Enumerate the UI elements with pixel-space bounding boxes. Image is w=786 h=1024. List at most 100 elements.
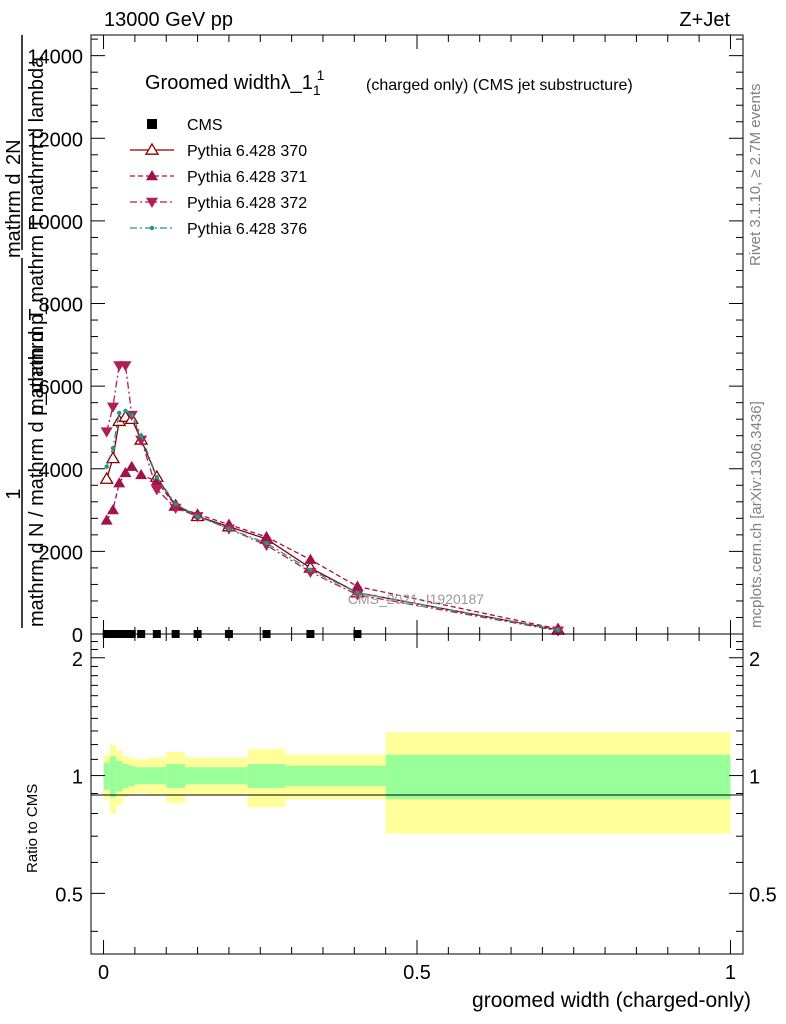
ratio-panel: 0.5 0.5 1 1 2 2 0 0.5 1 Ratio to CMS groomed wid… [24,633,777,1012]
main-title-sub: 1 [313,82,321,98]
data-marker [106,402,119,413]
data-marker [169,503,182,515]
series-line [106,364,559,632]
ratio-inner-band [128,765,135,787]
ratio-inner-band [103,762,110,790]
data-marker [105,451,121,464]
ratio-y-tick-label-right: 1 [749,767,760,789]
y-label-num-bottom: 2N [3,139,25,165]
data-marker [308,567,313,573]
main-subtitle: (charged only) (CMS jet substructure) [366,77,633,94]
y-tick-label: 2000 [39,542,84,564]
y-label-den: mathrm d p_mathrm T mathrm d lambda [26,56,48,415]
data-marker [99,471,114,484]
ratio-inner-band [247,764,286,788]
data-marker [173,501,178,507]
main-title: Groomed widthλ_111 [145,67,325,98]
data-marker [264,540,269,546]
legend: CMS Pythia 6.428 370 Pythia 6.428 371 Pythi… [130,117,307,238]
ratio-bands [103,732,731,834]
y-tick-label: 4000 [39,460,84,482]
data-marker [135,468,148,480]
main-panel: 0 2000 4000 6000 8000 10000 12000 14000 Groomed… [3,34,744,647]
y-tick-label: 8000 [39,295,84,317]
legend-label: Pythia 6.428 371 [187,169,307,186]
data-marker [304,567,317,579]
data-marker [260,530,273,542]
ratio-inner-band [385,754,731,800]
data-marker [149,225,155,231]
ratio-inner-band [116,760,123,792]
x-tick-label: 1 [725,962,736,984]
ratio-y-tick-label: 0.5 [55,884,83,906]
ratio-inner-band [134,767,148,785]
y-tick-label: 0 [72,625,83,647]
legend-label: Pythia 6.428 376 [187,221,307,238]
series-line [106,410,559,631]
x-tick-label: 0.5 [403,962,431,984]
data-marker [119,361,132,372]
data-marker [555,627,561,633]
ratio-y-axis-label: Ratio to CMS [24,784,41,873]
main-y-ticks: 0 2000 4000 6000 8000 10000 12000 14000 [27,35,743,647]
main-title-text: Groomed widthλ_1 [145,72,313,94]
main-title-sup: 1 [317,67,325,83]
data-marker [195,514,200,519]
data-marker [351,580,364,591]
ratio-inner-band [285,765,336,787]
data-marker [113,477,126,488]
data-marker [100,427,113,438]
data-marker [150,485,163,496]
y-tick-label: 6000 [39,377,84,399]
data-marker [355,590,360,595]
series-line [106,465,559,630]
x-axis-label: groomed width (charged-only) [472,989,751,1012]
mcplots-label: mcplots.cern.ch [arXiv:1306.3436] [748,401,765,628]
header-right: Z+Jet [679,9,730,31]
series-line [106,416,559,631]
ratio-y-tick-label-right: 2 [749,649,760,671]
ratio-y-tick-label: 2 [72,649,83,671]
y-label-num-top: mathrm d [3,174,25,258]
data-marker [110,445,116,451]
data-marker [144,142,160,155]
ratio-inner-band [122,764,129,788]
y-tick-label: 12000 [27,129,83,151]
legend-label: CMS [187,117,223,134]
ratio-y-tick-label: 1 [72,767,83,789]
header-left: 13000 GeV pp [104,9,233,31]
data-marker [260,540,273,552]
main-y-axis-label: 1 mathrm d N / mathrm d p_mathrm T mathr… [3,35,48,628]
y-label-prefix-den: mathrm d N / mathrm d p_mathrm T [26,308,48,627]
legend-label: Pythia 6.428 372 [187,195,307,212]
data-marker [304,553,317,564]
data-marker [125,460,138,471]
legend-label: Pythia 6.428 370 [187,143,307,160]
data-marker [146,197,158,208]
data-marker [100,514,113,525]
x-tick-label: 0 [98,962,109,984]
data-marker [123,408,128,414]
ratio-ticks: 0.5 0.5 1 1 2 2 0 0.5 1 [55,634,777,984]
data-marker [154,474,160,480]
ratio-inner-band [147,767,167,785]
y-tick-label: 14000 [27,47,83,69]
data-marker [135,435,148,446]
ratio-y-tick-label-right: 0.5 [749,884,777,906]
data-marker [104,464,109,469]
y-tick-label: 10000 [27,212,83,234]
data-marker [106,504,119,515]
data-marker [226,526,232,531]
legend-marker [147,119,157,129]
data-marker [138,433,144,438]
ratio-inner-band [185,767,211,785]
ratio-frame [90,633,744,955]
ratio-inner-band [109,756,117,798]
rivet-version-label: Rivet 3.1.10, ≥ 2.7M events [747,84,764,267]
data-marker [129,412,134,418]
main-series [99,361,566,637]
data-marker [150,475,163,486]
ratio-inner-band [166,764,186,788]
analysis-watermark: CMS_2021_I1920187 [348,591,484,607]
data-marker [146,170,158,181]
